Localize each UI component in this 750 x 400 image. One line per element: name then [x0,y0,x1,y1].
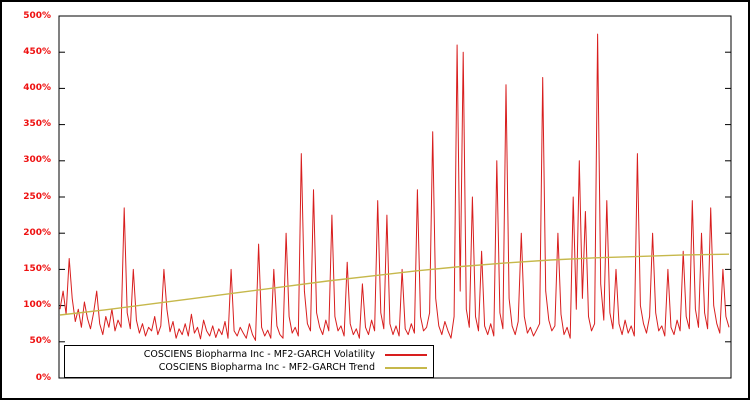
y-tick-label: 450% [23,46,51,57]
y-tick-label: 150% [23,263,51,274]
y-tick-label: 250% [23,191,51,202]
y-tick-label: 300% [23,155,51,166]
y-tick-label: 350% [23,119,51,130]
y-tick-label: 0% [35,372,51,383]
legend-item-trend: COSCIENS Biopharma Inc - MF2-GARCH Trend [71,361,427,374]
y-tick-label: 400% [23,82,51,93]
trend-line-swatch [385,366,427,369]
y-tick-label: 200% [23,227,51,238]
legend-label-volatility: COSCIENS Biopharma Inc - MF2-GARCH Volat… [143,349,375,360]
volatility-line-swatch [385,353,427,356]
y-tick-label: 50% [29,336,51,347]
y-axis: 500% 450% 400% 350% 300% 250% 200% 150% … [2,2,54,398]
legend-item-volatility: COSCIENS Biopharma Inc - MF2-GARCH Volat… [71,348,427,361]
legend-label-trend: COSCIENS Biopharma Inc - MF2-GARCH Trend [158,362,375,373]
chart-legend: COSCIENS Biopharma Inc - MF2-GARCH Volat… [64,345,434,378]
y-tick-label: 500% [23,10,51,21]
y-tick-label: 100% [23,300,51,311]
